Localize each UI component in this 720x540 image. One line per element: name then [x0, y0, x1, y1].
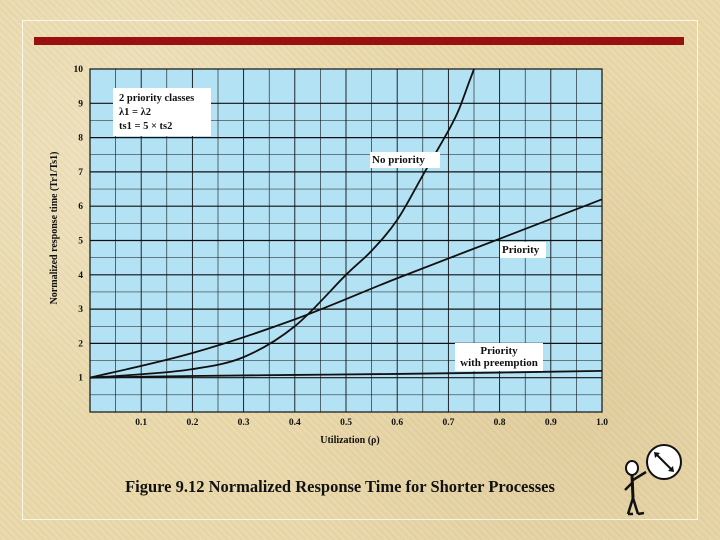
x-tick-label: 0.4	[289, 418, 301, 428]
series-label: with preemption	[460, 357, 538, 369]
series-label: Priority	[502, 244, 540, 256]
y-tick-label: 2	[78, 339, 83, 349]
series-label-background	[370, 152, 440, 168]
x-tick-label: 1.0	[596, 418, 608, 428]
series-line-1	[90, 198, 602, 379]
x-axis-label: Utilization (ρ)	[320, 435, 380, 446]
annotation-line: ts1 = 5 × ts2	[119, 121, 172, 132]
slide-frame	[22, 20, 698, 520]
series-label-background	[500, 242, 546, 258]
y-tick-label: 10	[74, 65, 84, 75]
x-tick-label: 0.2	[186, 418, 198, 428]
x-tick-label: 0.8	[494, 418, 506, 428]
annotation-line: λ1 = λ2	[119, 107, 151, 118]
annotation-line: 2 priority classes	[119, 93, 194, 104]
series-label: Priority	[480, 345, 518, 357]
series-line-0	[90, 69, 475, 379]
annotation-box: 2 priority classes λ1 = λ2 ts1 = 5 × ts2	[113, 88, 211, 136]
y-tick-label: 6	[78, 202, 83, 212]
x-tick-label: 0.1	[135, 418, 147, 428]
y-tick-label: 5	[78, 237, 83, 247]
x-tick-label: 0.6	[391, 418, 403, 428]
x-tick-label: 0.3	[238, 418, 250, 428]
y-tick-label: 1	[78, 374, 83, 384]
y-tick-label: 9	[78, 99, 83, 109]
y-tick-label: 3	[78, 305, 83, 315]
tick-labels: 0.1 0.2 0.3 0.4 0.5 0.6 0.7 0.8 0.9 1.0 1 2 3 4 5 6 7 8 9 1…	[74, 65, 609, 428]
figure-with-clock-icon	[624, 444, 682, 516]
y-axis-label: Normalized response time (Tr1/Ts1)	[49, 152, 60, 305]
x-tick-label: 0.7	[442, 418, 454, 428]
x-tick-label: 0.5	[340, 418, 352, 428]
y-tick-label: 7	[78, 168, 83, 178]
series-group	[90, 69, 602, 379]
annotation-background	[113, 88, 211, 136]
y-tick-label: 8	[78, 134, 83, 144]
series-label-background	[455, 343, 543, 371]
x-tick-label: 0.9	[545, 418, 557, 428]
title-rule	[34, 37, 684, 45]
figure-caption: Figure 9.12 Normalized Response Time for…	[125, 477, 555, 496]
series-label: No priority	[372, 154, 425, 166]
series-line-2	[90, 369, 602, 379]
y-tick-label: 4	[78, 271, 83, 281]
